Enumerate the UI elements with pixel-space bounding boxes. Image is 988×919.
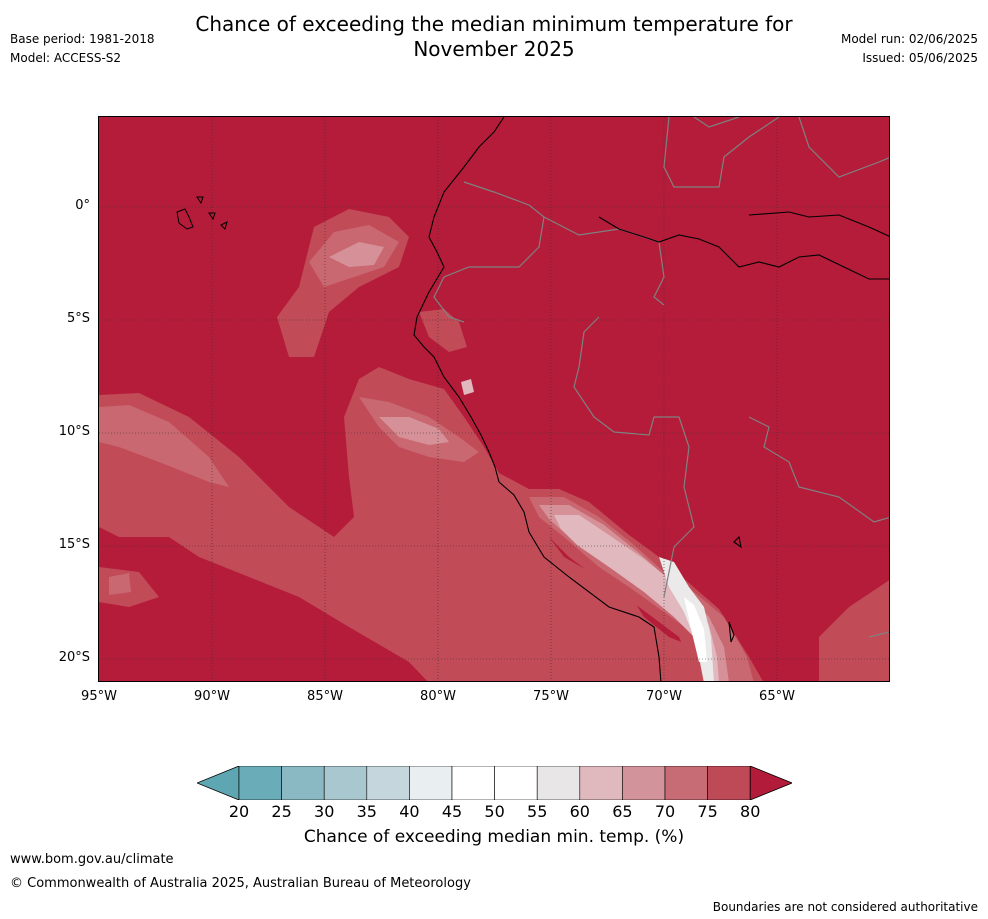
colorbar-segment <box>451 766 495 800</box>
website-url: www.bom.gov.au/climate <box>10 852 174 867</box>
model-name: Model: ACCESS-S2 <box>10 51 122 65</box>
chart-title: Chance of exceeding the median minimum t… <box>0 12 988 62</box>
colorbar-tick-label: 40 <box>399 802 420 821</box>
graticule <box>99 117 889 681</box>
colorbar-tick-label: 50 <box>484 802 505 821</box>
probability-50-region <box>684 597 707 662</box>
colorbar-segment <box>664 766 708 800</box>
coastline <box>413 117 889 681</box>
colorbar-extend-low <box>197 766 240 800</box>
base-period: Base period: 1981-2018 <box>10 32 155 46</box>
lat-label-20s: 20°S <box>58 650 90 665</box>
lon-label-90w: 90°W <box>194 689 230 704</box>
colorbar-segment <box>494 766 538 800</box>
colorbar-segment <box>409 766 453 800</box>
lat-label-5s: 5°S <box>66 311 90 326</box>
colorbar-segment <box>579 766 623 800</box>
colorbar-tick-label: 20 <box>228 802 250 821</box>
colorbar-segment <box>622 766 666 800</box>
colorbar-tick-label: 80 <box>740 802 761 821</box>
colorbar <box>197 766 792 800</box>
colorbar-tick-label: 30 <box>314 802 335 821</box>
colorbar-label: Chance of exceeding median min. temp. (%… <box>303 827 685 847</box>
lat-label-0: 0° <box>75 198 90 213</box>
copyright-notice: © Commonwealth of Australia 2025, Austra… <box>10 876 471 891</box>
colorbar-segment <box>281 766 325 800</box>
lat-label-15s: 15°S <box>58 537 90 552</box>
colorbar-segment <box>323 766 368 800</box>
colorbar-segment <box>238 766 282 800</box>
colorbar-tick-label: 55 <box>527 802 548 821</box>
lon-label-85w: 85°W <box>307 689 343 704</box>
colorbar-tick-label: 45 <box>441 802 463 821</box>
colorbar-tick-label: 65 <box>612 802 633 821</box>
colorbar-segment <box>536 766 581 800</box>
colorbar-tick-label: 35 <box>356 802 377 821</box>
boundaries-disclaimer: Boundaries are not considered authoritat… <box>712 900 978 914</box>
model-run: Model run: 02/06/2025 <box>840 32 978 46</box>
issued-date: Issued: 05/06/2025 <box>862 51 978 65</box>
colorbar-tick-label: 70 <box>654 802 676 821</box>
map-canvas <box>99 117 889 681</box>
colorbar-tick-label: 75 <box>697 802 718 821</box>
lon-label-80w: 80°W <box>420 689 456 704</box>
colorbar-segment <box>707 766 751 800</box>
colorbar-segment <box>366 766 410 800</box>
colorbar-tick-label: 25 <box>271 802 292 821</box>
title-line-2: November 2025 <box>413 37 575 61</box>
forecast-map <box>98 116 890 682</box>
probability-60-region <box>461 379 719 681</box>
lon-label-75w: 75°W <box>533 689 569 704</box>
lon-label-70w: 70°W <box>646 689 682 704</box>
colorbar-tick-label: 60 <box>569 802 590 821</box>
galapagos-islands <box>176 196 228 230</box>
title-line-1: Chance of exceeding the median minimum t… <box>195 12 793 36</box>
lon-label-95w: 95°W <box>81 689 117 704</box>
lat-label-10s: 10°S <box>58 424 90 439</box>
country-borders <box>433 117 889 638</box>
colorbar-extend-high <box>749 766 792 800</box>
lon-label-65w: 65°W <box>759 689 795 704</box>
